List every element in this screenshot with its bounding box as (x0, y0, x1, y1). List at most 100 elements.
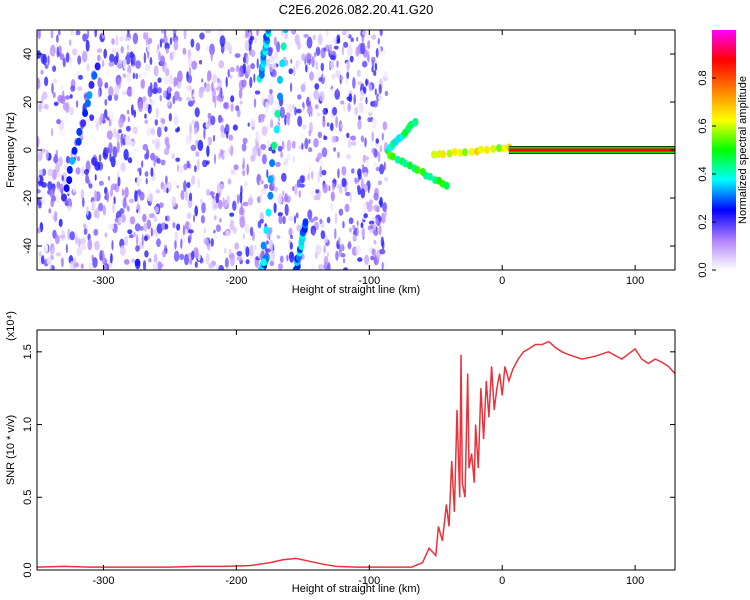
spectrogram-noise-cell (109, 187, 114, 197)
spectrogram-noise-cell (242, 137, 248, 145)
spectrogram-noise-cell (267, 47, 273, 57)
spectrogram-noise-cell (346, 44, 353, 57)
spectrogram-noise-cell (379, 248, 386, 255)
spectrogram-noise-cell (213, 203, 219, 209)
spectrogram-noise-cell (191, 119, 195, 125)
spectrogram-noise-cell (60, 229, 66, 242)
spectrogram-noise-cell (113, 248, 116, 261)
spectrogram-noise-cell (294, 183, 298, 195)
spectrogram-noise-cell (195, 151, 200, 157)
snr-xtick-label: -300 (92, 575, 114, 587)
spectrogram-noise-cell (362, 60, 368, 68)
spectrogram-noise-cell (210, 115, 216, 126)
spectrogram-noise-cell (73, 71, 79, 76)
spectrogram-noise-cell (284, 114, 287, 126)
spectrogram-noise-cell (97, 77, 103, 88)
spectrogram-echo-blob (84, 99, 91, 108)
spectrogram-noise-cell (253, 73, 256, 83)
spectrogram-noise-cell (209, 43, 215, 56)
spectrogram-noise-cell (308, 129, 312, 137)
spectrogram-noise-cell (113, 93, 119, 101)
spectrogram-noise-cell (297, 115, 303, 127)
spectrogram-noise-cell (83, 223, 87, 229)
spectrogram-noise-cell (349, 174, 355, 187)
spectrogram-noise-cell (377, 95, 383, 101)
spectrogram-noise-cell (329, 46, 333, 51)
spectrogram-noise-cell (163, 35, 168, 45)
spectrogram-noise-cell (366, 159, 370, 169)
spectrogram-noise-cell (135, 233, 139, 246)
spectrogram-noise-cell (236, 255, 243, 262)
spectrogram-noise-cell (111, 240, 114, 251)
spectrogram-noise-cell (341, 177, 347, 188)
spectrogram-noise-cell (82, 50, 88, 63)
spectrogram-noise-cell (348, 93, 353, 103)
spectrogram-noise-cell (351, 168, 355, 174)
spectrogram-noise-cell (360, 42, 366, 55)
spectrogram-noise-cell (358, 102, 364, 114)
spectrogram-noise-cell (292, 223, 295, 234)
spectrogram-noise-cell (256, 58, 259, 69)
spectrogram-noise-cell (183, 30, 187, 40)
spectrogram-noise-cell (166, 143, 171, 150)
spectrogram-noise-cell (165, 175, 168, 185)
spectrogram-noise-cell (137, 100, 144, 113)
spectrogram-echo-blob (406, 161, 413, 170)
spectrogram-noise-cell (353, 94, 357, 105)
spectrogram-noise-cell (286, 254, 289, 262)
spectrogram-noise-cell (37, 77, 41, 90)
spectrogram-noise-cell (244, 223, 250, 234)
spectrogram-noise-cell (332, 106, 338, 116)
spectrogram-noise-cell (325, 108, 329, 114)
spectrogram-noise-cell (174, 231, 179, 242)
spectrogram-noise-cell (78, 238, 81, 248)
spectrogram-noise-cell (111, 48, 117, 53)
spectrogram-noise-cell (122, 197, 127, 209)
spectrogram-noise-cell (218, 60, 225, 69)
spectrogram-image (37, 30, 675, 270)
spectrogram-noise-cell (300, 132, 304, 137)
spectrogram-noise-cell (256, 132, 260, 143)
spectrogram-noise-cell (113, 196, 116, 205)
spectrogram-noise-cell (162, 90, 167, 99)
spectrogram-ytick-label: 20 (22, 96, 34, 108)
spectrogram-noise-cell (352, 234, 357, 242)
spectrogram-noise-cell (94, 240, 100, 251)
spectrogram-noise-cell (290, 58, 293, 64)
spectrogram-noise-cell (82, 197, 85, 208)
spectrogram-noise-cell (56, 194, 59, 204)
spectrogram-noise-cell (205, 193, 208, 203)
spectrogram-noise-cell (126, 52, 130, 63)
spectrogram-noise-cell (55, 234, 60, 245)
spectrogram-noise-cell (113, 55, 118, 66)
spectrogram-noise-cell (230, 103, 234, 112)
spectrogram-noise-cell (350, 37, 355, 43)
spectrogram-noise-cell (62, 57, 66, 68)
spectrogram-noise-cell (189, 123, 193, 135)
spectrogram-noise-cell (196, 165, 201, 177)
colorbar-tick-label: 0.2 (697, 214, 709, 229)
spectrogram-echo-blob (402, 159, 409, 168)
spectrogram-noise-cell (38, 169, 43, 176)
spectrogram-noise-cell (43, 103, 49, 110)
spectrogram-echo-blob (71, 146, 78, 155)
spectrogram-noise-cell (367, 185, 370, 194)
spectrogram-noise-cell (352, 224, 356, 231)
spectrogram-noise-cell (267, 93, 271, 100)
spectrogram-noise-cell (51, 82, 54, 94)
spectrogram-noise-cell (111, 38, 115, 45)
spectrogram-noise-cell (374, 88, 377, 96)
spectrogram-noise-cell (137, 168, 142, 172)
spectrogram-noise-cell (164, 223, 169, 230)
spectrogram-noise-cell (185, 135, 191, 145)
spectrogram-noise-cell (305, 64, 308, 73)
spectrogram-noise-cell (375, 166, 380, 172)
spectrogram-noise-cell (336, 88, 339, 95)
spectrogram-noise-cell (245, 246, 250, 258)
spectrogram-noise-cell (198, 87, 204, 99)
spectrogram-noise-cell (65, 52, 70, 63)
spectrogram-noise-cell (301, 142, 304, 150)
spectrogram-noise-cell (236, 65, 240, 73)
spectrogram-noise-cell (160, 159, 166, 166)
spectrogram-noise-cell (86, 63, 90, 72)
